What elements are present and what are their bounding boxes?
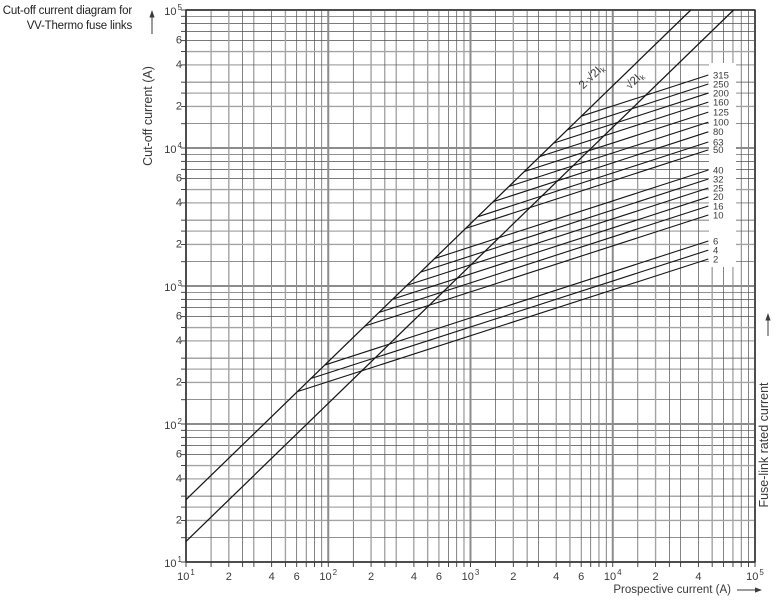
fuse-rating-label-80: 80 — [713, 127, 724, 138]
y-tick-label-200: 2 — [176, 376, 182, 388]
x-tick-label-20: 2 — [226, 571, 232, 583]
x-tick-label-10000: 104 — [604, 568, 622, 583]
x-tick-label-2000: 2 — [510, 571, 516, 583]
symmetrical-peak-line — [185, 9, 735, 542]
y-tick-label-40: 4 — [176, 473, 182, 485]
y-tick-label-10: 101 — [164, 555, 182, 570]
y-tick-label-600: 6 — [176, 311, 182, 323]
fuse-rating-label-16: 16 — [713, 201, 724, 212]
fuse-curve-16 — [378, 205, 709, 313]
fuse-curves — [297, 74, 709, 393]
fuse-curve-63 — [477, 141, 709, 218]
x-tick-label-100000: 105 — [746, 568, 764, 583]
x-tick-label-10: 101 — [177, 568, 195, 583]
fuse-curve-10 — [364, 214, 709, 327]
y-tick-label-40000: 4 — [176, 59, 182, 71]
y-tick-label-10000: 104 — [164, 141, 182, 156]
x-tick-label-100: 102 — [319, 568, 337, 583]
fuse-rating-label-160: 160 — [713, 97, 729, 108]
y-tick-labels: 105 6 4 2 104 6 4 2 103 6 4 2 102 6 4 2 101 — [164, 3, 182, 570]
axis-titles: Cut-off current (A) Prospective current (… — [141, 66, 771, 596]
y-tick-label-100: 102 — [164, 417, 182, 432]
x-tick-label-400: 4 — [411, 571, 417, 583]
x-tick-labels: 101 2 4 6 102 2 4 6 103 2 4 6 104 2 4 105 — [177, 568, 764, 583]
title-line-1: Cut-off current diagram for — [2, 5, 132, 17]
x-tick-label-20000: 2 — [653, 571, 659, 583]
fuse-curve-4 — [311, 249, 709, 379]
fuse-rating-label-2: 2 — [713, 254, 718, 265]
fuse-curve-6 — [324, 240, 709, 366]
fuse-rating-label-4: 4 — [713, 245, 718, 256]
fuse-rating-label-315: 315 — [713, 70, 729, 81]
y-tick-label-60: 6 — [176, 449, 182, 461]
fuse-curve-100 — [508, 121, 709, 188]
fuse-rating-label-250: 250 — [713, 79, 729, 90]
y-tick-label-1000: 103 — [164, 279, 182, 294]
fuse-curve-2 — [297, 258, 709, 393]
fuse-curve-250 — [567, 83, 709, 131]
fuse-curve-125 — [523, 111, 709, 173]
fuse-rating-label-63: 63 — [713, 137, 724, 148]
x-tick-label-40: 4 — [269, 571, 275, 583]
y-tick-label-2000: 2 — [176, 238, 182, 250]
x-tick-label-4000: 4 — [553, 571, 559, 583]
y-tick-label-20: 2 — [176, 514, 182, 526]
fuse-rating-label-10: 10 — [713, 210, 724, 221]
y-tick-label-20000: 2 — [176, 100, 182, 112]
fuse-rating-label-6: 6 — [713, 236, 718, 247]
x-tick-label-6000: 6 — [578, 571, 584, 583]
y-tick-label-6000: 6 — [176, 173, 182, 185]
axis-arrows — [149, 10, 771, 593]
fuse-rating-label-100: 100 — [713, 117, 729, 128]
fuse-rating-label-20: 20 — [713, 192, 724, 203]
title-line-2: VV-Thermo fuse links — [26, 20, 132, 32]
x-tick-label-1000: 103 — [462, 568, 480, 583]
fuse-rating-label-40: 40 — [713, 165, 724, 176]
x-tick-label-200: 2 — [368, 571, 374, 583]
fuse-curve-160 — [539, 101, 709, 158]
asymmetrical-peak-line — [185, 9, 692, 501]
x-axis-title: Prospective current (A) — [613, 584, 731, 596]
y-tick-label-400: 4 — [176, 335, 182, 347]
y-tick-label-100000: 105 — [164, 3, 182, 18]
y-axis-title: Cut-off current (A) — [141, 66, 155, 166]
fuse-rating-label-125: 125 — [713, 107, 729, 118]
fuse-rating-label-50: 50 — [713, 145, 724, 156]
axis-ticks — [181, 9, 756, 567]
y-tick-label-60000: 6 — [176, 35, 182, 47]
fuse-curve-50 — [465, 149, 709, 230]
right-axis-title: Fuse-link rated current — [757, 382, 771, 508]
fuse-curve-40 — [434, 169, 709, 260]
fuse-curve-315 — [581, 74, 709, 117]
y-tick-label-4000: 4 — [176, 197, 182, 209]
rating-label-strip — [709, 63, 736, 267]
fuse-curve-80 — [493, 131, 709, 203]
x-tick-label-40000: 4 — [695, 571, 701, 583]
diagram-title: Cut-off current diagram for VV-Thermo fu… — [0, 4, 132, 34]
fuse-curve-25 — [406, 187, 709, 286]
x-tick-label-60: 6 — [294, 571, 300, 583]
fuse-rating-label-200: 200 — [713, 88, 729, 99]
fuse-curve-200 — [553, 92, 709, 144]
fuse-curve-20 — [392, 196, 709, 300]
fuse-curve-32 — [420, 178, 709, 273]
x-tick-label-600: 6 — [436, 571, 442, 583]
reference-lines — [185, 9, 735, 542]
fuse-rating-label-25: 25 — [713, 183, 724, 194]
fuse-rating-label-32: 32 — [713, 174, 724, 185]
